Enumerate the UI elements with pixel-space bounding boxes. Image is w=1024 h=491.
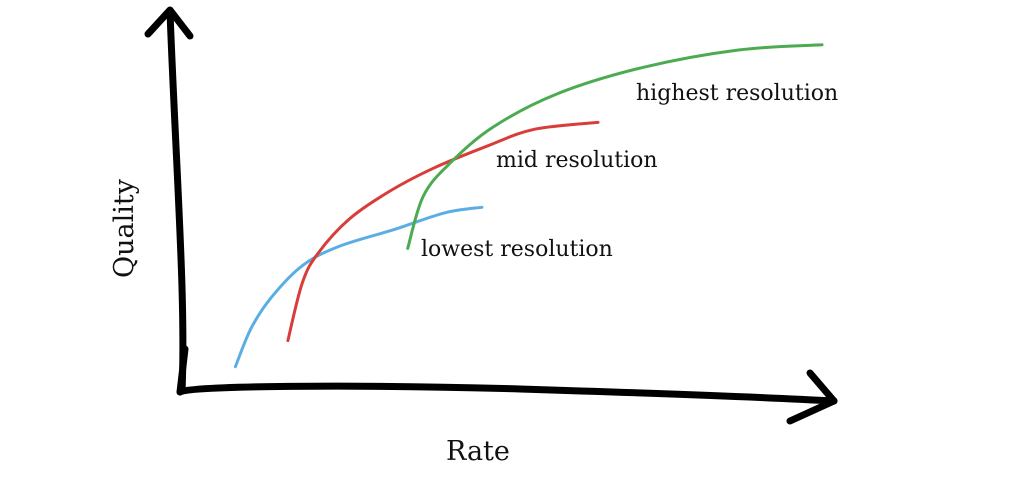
y-axis-arrowhead <box>144 6 194 40</box>
x-axis-arrowhead <box>786 369 838 425</box>
series-label-lowest-resolution: lowest resolution <box>421 237 613 262</box>
series-label-mid-resolution: mid resolution <box>496 148 658 173</box>
series-line-lowest-resolution <box>233 205 484 369</box>
origin-tick <box>176 345 189 396</box>
series-labels: highest resolution mid resolution lowest… <box>421 81 838 262</box>
x-axis-line <box>176 382 838 405</box>
y-axis-title: Quality <box>109 178 140 278</box>
series-line-mid-resolution <box>286 120 600 343</box>
series-layer <box>233 43 824 369</box>
series-label-highest-resolution: highest resolution <box>636 81 838 106</box>
y-axis-line <box>166 8 187 395</box>
axes <box>144 6 838 425</box>
x-axis-title: Rate <box>446 436 510 467</box>
series-line-highest-resolution <box>406 43 824 250</box>
